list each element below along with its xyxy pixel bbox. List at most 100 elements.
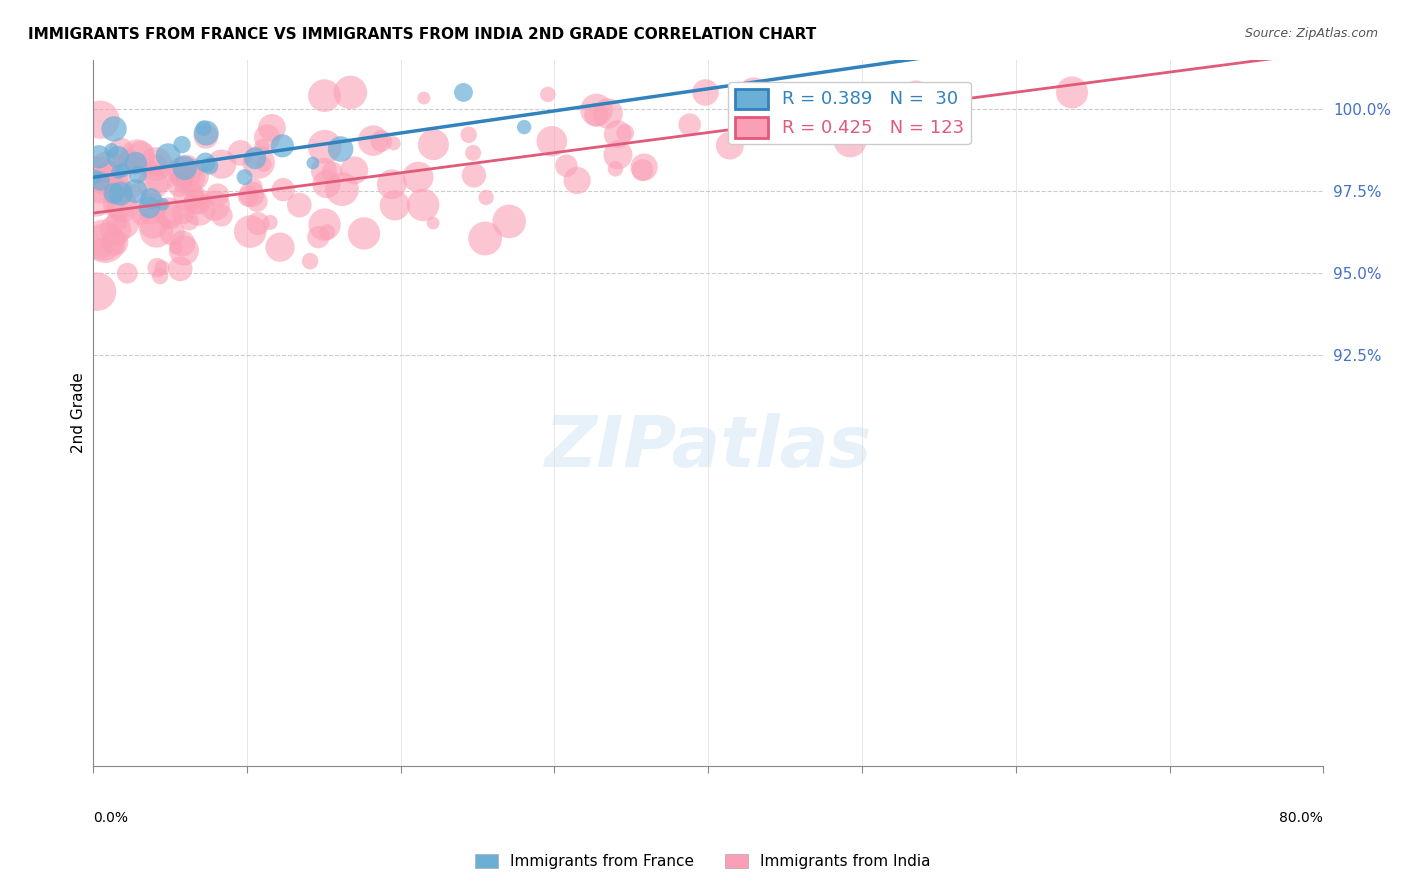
Point: [457, 128, 479, 142]
Point: [141, 161, 163, 176]
Point: [381, 178, 404, 192]
Point: [238, 189, 260, 203]
Point: [90, 112, 112, 127]
Point: [288, 198, 311, 212]
Point: [271, 138, 294, 153]
Point: [100, 170, 122, 185]
Point: [463, 169, 485, 183]
Point: [87, 150, 110, 164]
Point: [339, 86, 361, 100]
Text: 0.0%: 0.0%: [93, 811, 128, 825]
Point: [165, 241, 187, 255]
Point: [193, 121, 215, 136]
Point: [198, 159, 221, 173]
Point: [329, 142, 352, 156]
Point: [186, 194, 208, 209]
Point: [312, 163, 335, 178]
Point: [146, 158, 169, 172]
Point: [537, 87, 560, 102]
Point: [108, 215, 131, 229]
Y-axis label: 2nd Grade: 2nd Grade: [72, 372, 86, 453]
Point: [406, 169, 429, 184]
Point: [361, 134, 384, 148]
Point: [142, 177, 165, 191]
Point: [247, 217, 270, 231]
Point: [174, 164, 197, 178]
Point: [111, 163, 134, 178]
Legend: Immigrants from France, Immigrants from India: Immigrants from France, Immigrants from …: [470, 848, 936, 875]
Point: [177, 189, 200, 203]
Point: [150, 260, 173, 275]
Legend: R = 0.389   N =  30, R = 0.425   N = 123: R = 0.389 N = 30, R = 0.425 N = 123: [728, 82, 970, 145]
Point: [422, 137, 444, 152]
Point: [353, 227, 375, 241]
Point: [145, 157, 167, 171]
Point: [86, 285, 108, 299]
Point: [100, 189, 122, 203]
Point: [233, 170, 256, 185]
Point: [250, 139, 273, 153]
Point: [695, 86, 717, 100]
Text: ZIPatlas: ZIPatlas: [544, 413, 872, 483]
Point: [247, 155, 270, 169]
Point: [84, 169, 107, 184]
Point: [211, 209, 233, 223]
Point: [243, 179, 266, 194]
Point: [679, 118, 702, 132]
Point: [127, 168, 149, 182]
Point: [229, 145, 252, 160]
Point: [269, 240, 291, 254]
Point: [127, 149, 149, 163]
Point: [384, 198, 406, 212]
Point: [111, 200, 134, 214]
Point: [314, 88, 336, 103]
Point: [194, 155, 217, 169]
Point: [718, 138, 741, 153]
Point: [111, 216, 134, 230]
Point: [118, 153, 141, 168]
Point: [157, 148, 180, 162]
Point: [83, 186, 105, 200]
Point: [314, 218, 336, 232]
Point: [271, 183, 294, 197]
Point: [146, 260, 169, 275]
Point: [343, 163, 366, 178]
Point: [330, 182, 353, 196]
Point: [1060, 86, 1083, 100]
Point: [513, 120, 536, 134]
Point: [585, 108, 607, 122]
Point: [110, 186, 132, 201]
Point: [122, 184, 145, 198]
Point: [129, 210, 152, 224]
Point: [110, 143, 132, 157]
Point: [605, 161, 627, 176]
Point: [108, 196, 131, 211]
Point: [177, 170, 200, 185]
Point: [157, 205, 180, 219]
Point: [299, 254, 322, 268]
Point: [100, 144, 122, 158]
Point: [540, 134, 562, 148]
Point: [172, 236, 194, 251]
Point: [160, 226, 183, 240]
Point: [316, 225, 339, 239]
Point: [606, 127, 628, 141]
Point: [173, 244, 195, 258]
Point: [302, 156, 325, 170]
Point: [152, 197, 174, 211]
Point: [253, 157, 276, 171]
Point: [91, 233, 114, 247]
Point: [498, 214, 520, 228]
Point: [240, 187, 263, 202]
Point: [170, 164, 193, 178]
Point: [104, 235, 127, 250]
Point: [742, 86, 765, 100]
Point: [260, 120, 283, 135]
Point: [181, 169, 204, 183]
Text: 80.0%: 80.0%: [1279, 811, 1323, 825]
Point: [149, 269, 172, 284]
Point: [256, 130, 278, 145]
Point: [110, 183, 132, 197]
Point: [370, 134, 392, 148]
Point: [555, 159, 578, 173]
